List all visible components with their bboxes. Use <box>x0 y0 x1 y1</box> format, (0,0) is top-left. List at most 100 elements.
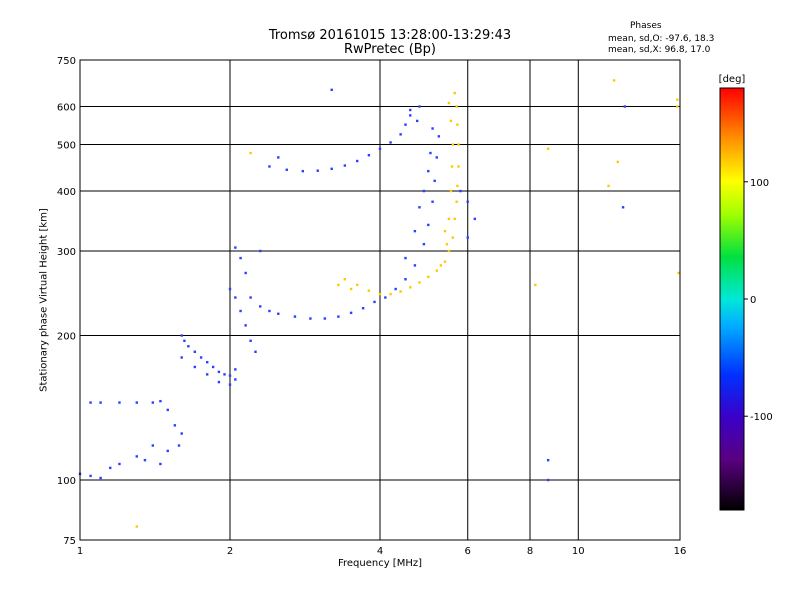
data-point-x <box>389 292 392 296</box>
data-point-o <box>268 309 271 313</box>
data-point-o <box>285 168 288 171</box>
data-point-o <box>228 374 232 377</box>
data-point-o <box>431 127 434 130</box>
data-point-o <box>389 141 392 144</box>
data-point-o <box>433 179 436 183</box>
data-point-x <box>378 292 382 296</box>
colorbar-tick-label: -100 <box>750 412 773 423</box>
data-point-o <box>431 200 434 203</box>
data-point-o <box>361 307 365 310</box>
data-point-x <box>453 217 456 221</box>
data-point-o <box>254 350 257 353</box>
data-point-o <box>473 217 477 221</box>
data-point-o <box>159 462 162 466</box>
legend-title: Phases <box>630 21 662 31</box>
data-point-o <box>422 242 426 246</box>
data-point-o <box>234 368 237 371</box>
data-point-o <box>89 401 92 404</box>
data-point-x <box>249 151 252 155</box>
x-tick-label: 1 <box>77 546 83 557</box>
data-point-o <box>427 169 430 173</box>
data-point-x <box>343 278 347 281</box>
colorbar: [deg] 100 0 -100 <box>719 74 773 511</box>
data-point-o <box>177 444 181 447</box>
data-point-o <box>173 424 177 427</box>
grid-lines <box>80 60 680 540</box>
data-point-o <box>293 315 297 318</box>
data-point-o <box>309 317 312 320</box>
colorbar-tick-label: 0 <box>750 295 756 306</box>
data-point-o <box>277 312 280 315</box>
data-points <box>78 79 680 528</box>
data-point-o <box>211 365 215 369</box>
data-point-o <box>373 300 376 304</box>
data-point-o <box>187 345 190 348</box>
data-point-x <box>612 79 616 82</box>
data-point-o <box>378 147 382 150</box>
data-point-x <box>439 264 443 267</box>
legend-x-stats: mean, sd,X: 96.8, 17.0 <box>608 45 711 55</box>
data-point-o <box>277 156 280 159</box>
x-tick-labels: 1 2 4 6 8 10 16 <box>77 546 687 557</box>
data-point-o <box>99 401 102 404</box>
data-point-o <box>301 169 305 173</box>
y-tick-labels: 75 100 200 300 400 500 600 750 <box>57 56 76 547</box>
y-tick-label: 400 <box>57 187 76 198</box>
data-point-o <box>429 151 432 155</box>
data-point-o <box>621 206 625 209</box>
data-point-o <box>399 133 402 136</box>
data-point-o <box>151 401 155 404</box>
data-point-o <box>180 334 183 337</box>
data-point-x <box>135 525 138 528</box>
data-point-o <box>466 200 469 203</box>
colorbar-ticks: 100 0 -100 <box>744 178 773 423</box>
y-tick-label: 75 <box>63 536 76 547</box>
data-point-o <box>437 135 441 138</box>
y-tick-label: 500 <box>57 141 76 152</box>
y-tick-label: 600 <box>57 103 76 114</box>
data-point-x <box>435 269 438 272</box>
data-point-o <box>109 466 112 470</box>
data-point-o <box>546 458 550 462</box>
x-tick-label: 2 <box>227 546 233 557</box>
data-point-x <box>443 260 447 263</box>
data-point-o <box>404 256 407 260</box>
data-point-x <box>451 236 455 239</box>
data-point-o <box>330 167 333 171</box>
x-tick-label: 6 <box>465 546 471 557</box>
data-point-o <box>330 88 333 92</box>
data-point-o <box>89 474 92 478</box>
data-point-o <box>193 365 197 369</box>
x-tick-label: 16 <box>674 546 687 557</box>
data-point-o <box>239 256 242 260</box>
data-point-o <box>223 373 226 376</box>
data-point-o <box>234 246 237 249</box>
data-point-x <box>456 184 459 188</box>
data-point-x <box>676 98 679 101</box>
data-point-o <box>151 444 155 447</box>
data-point-o <box>183 339 186 343</box>
data-point-x <box>450 165 454 168</box>
data-point-o <box>546 478 550 482</box>
data-point-x <box>418 281 421 284</box>
data-point-o <box>199 356 203 359</box>
data-point-o <box>205 360 209 364</box>
colorbar-tick-label: 100 <box>750 178 769 189</box>
data-point-o <box>355 159 359 163</box>
data-point-x <box>455 105 458 108</box>
data-point-o <box>259 249 262 253</box>
data-point-o <box>409 108 412 112</box>
data-point-o <box>316 169 319 172</box>
data-point-o <box>228 287 232 291</box>
data-point-x <box>367 289 371 292</box>
chart-title: Tromsø 20161015 13:28:00-13:29:43 <box>268 28 512 43</box>
data-point-o <box>422 189 426 193</box>
data-point-o <box>217 380 221 384</box>
data-point-o <box>349 311 353 315</box>
data-point-o <box>435 156 438 159</box>
data-point-x <box>457 143 460 146</box>
data-point-x <box>616 160 619 164</box>
y-tick-label: 750 <box>57 56 76 67</box>
data-point-x <box>534 283 537 287</box>
data-point-o <box>323 317 327 320</box>
